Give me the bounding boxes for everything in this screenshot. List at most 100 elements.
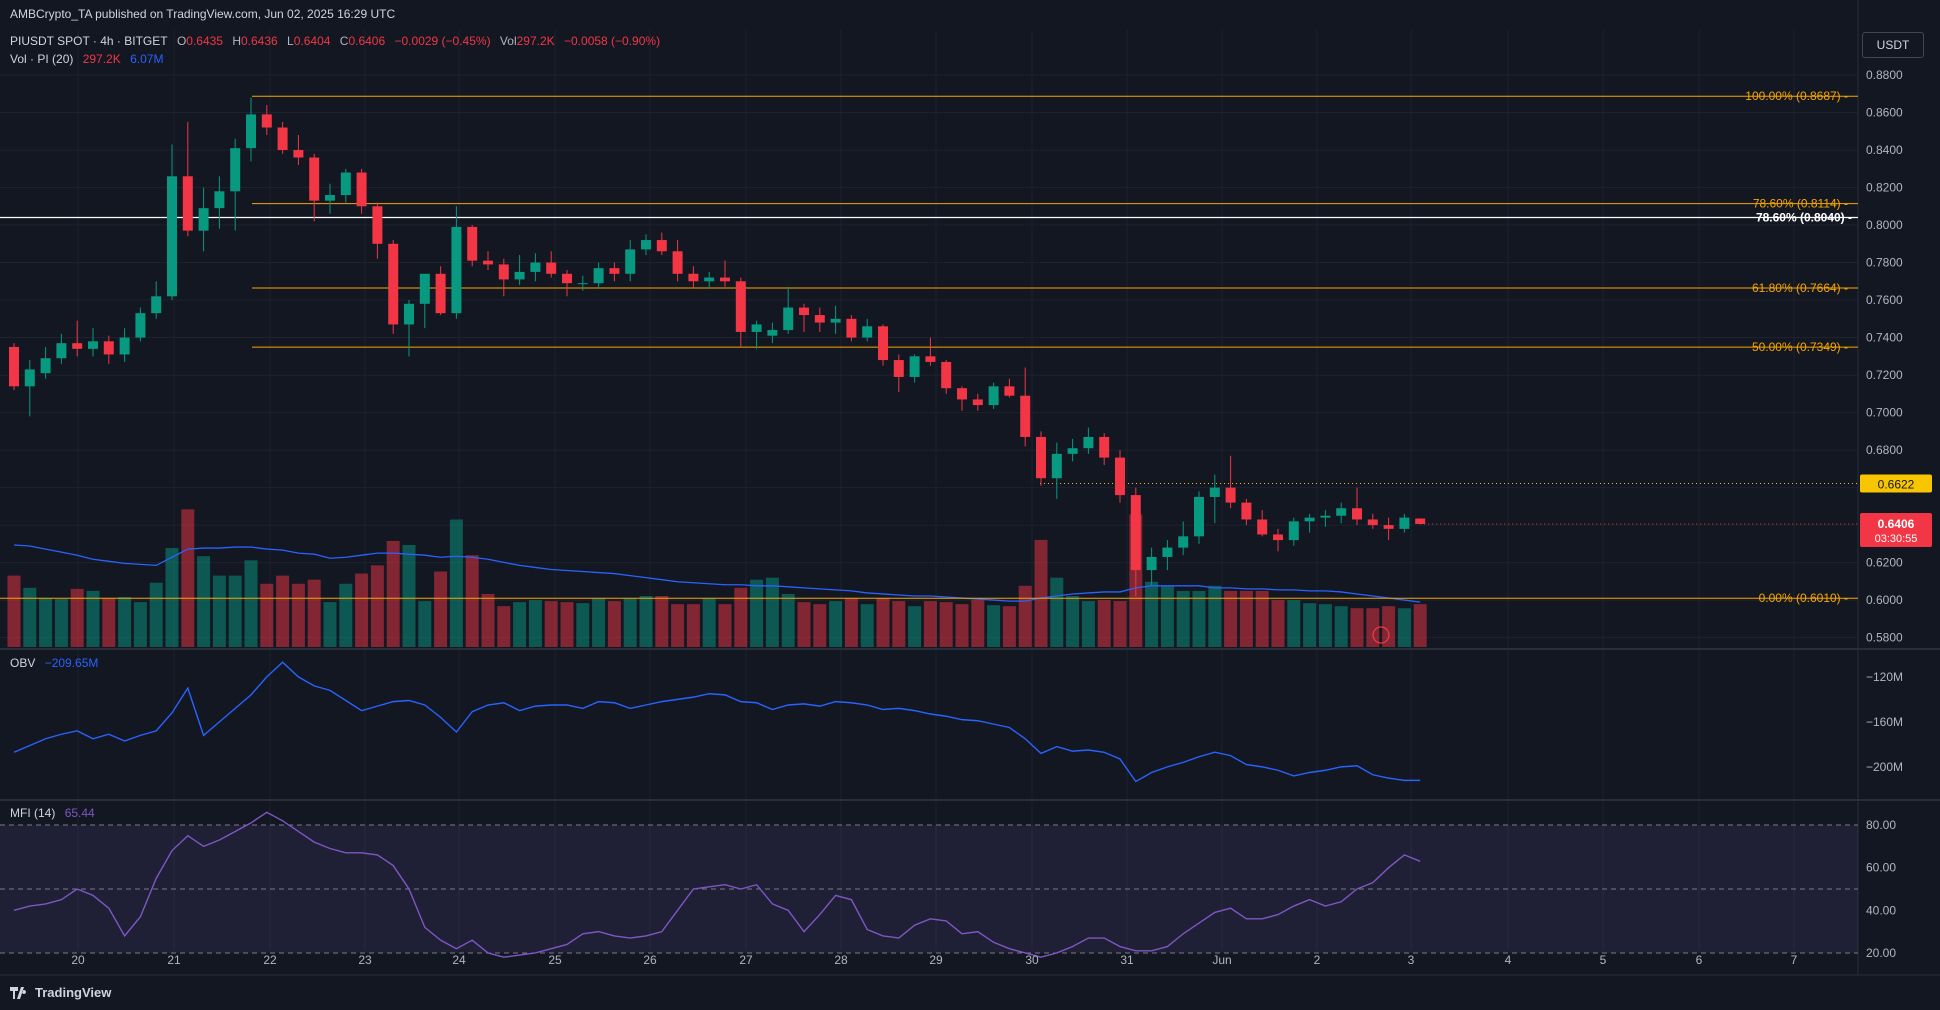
volume-bar xyxy=(1113,601,1127,647)
candle-body xyxy=(530,262,541,272)
candle-body xyxy=(830,318,841,323)
tradingview-logo[interactable]: TradingView xyxy=(10,985,111,1000)
volume-bar xyxy=(1066,596,1080,647)
vol-change: −0.0058 (−0.90%) xyxy=(564,34,661,48)
time-tick-label: 20 xyxy=(71,953,85,967)
volume-legend: Vol · PI (20) 297.2K 6.07M xyxy=(10,52,163,66)
time-tick-label: 25 xyxy=(548,953,562,967)
volume-bar xyxy=(212,575,226,647)
volume-bar xyxy=(844,598,858,647)
candle-body xyxy=(562,273,572,284)
volume-bar xyxy=(876,598,890,647)
volume-bar xyxy=(892,601,906,647)
volume-bar xyxy=(781,593,795,647)
volume-bar xyxy=(1334,606,1348,647)
candle-body xyxy=(972,399,983,406)
volume-bar xyxy=(102,598,116,647)
candle-body xyxy=(720,277,730,282)
candle-body xyxy=(293,150,304,158)
candle-body xyxy=(198,208,209,231)
mfi-legend: MFI (14) 65.44 xyxy=(10,806,95,820)
high-value: 0.6436 xyxy=(241,34,278,48)
candle-body xyxy=(277,127,288,151)
volume-bar xyxy=(197,556,211,647)
candle-body xyxy=(814,315,825,323)
volume-bar xyxy=(323,602,337,647)
obv-tick-label: −160M xyxy=(1866,715,1903,729)
time-tick-label: 22 xyxy=(263,953,277,967)
price-tick-label: 0.8000 xyxy=(1866,218,1903,232)
candle-body xyxy=(1083,436,1094,449)
volume-bar xyxy=(702,598,716,647)
candle-body xyxy=(119,337,130,355)
time-tick-label: 24 xyxy=(452,953,466,967)
fib-retracement: 100.00% (0.8687) - 78.60% (0.8114) - 61.80… xyxy=(0,89,1858,605)
volume-bar xyxy=(1050,577,1064,647)
candle-body xyxy=(483,260,493,265)
symbol-legend: PIUSDT SPOT · 4h · BITGET O0.6435 H0.643… xyxy=(10,34,660,48)
candle-body xyxy=(372,206,383,244)
volume-bar xyxy=(987,605,1001,647)
price-tick-label: 0.8600 xyxy=(1866,106,1903,120)
volume-bar xyxy=(1160,585,1174,647)
volume-ma-value: 6.07M xyxy=(130,52,164,66)
volume-bar xyxy=(1002,606,1016,647)
candle-body xyxy=(214,191,225,209)
volume-indicator-name[interactable]: Vol · PI (20) xyxy=(10,52,74,66)
candle-body xyxy=(1415,518,1426,524)
volume-bar xyxy=(1018,585,1032,647)
price-change: −0.0029 (−0.45%) xyxy=(394,34,491,48)
mfi-tick-label: 80.00 xyxy=(1866,818,1896,832)
obv-name[interactable]: OBV xyxy=(10,656,36,670)
volume-bar xyxy=(54,599,68,647)
volume-bar xyxy=(923,601,937,647)
volume-bar xyxy=(750,579,764,647)
candle-body xyxy=(435,273,446,314)
candle-body xyxy=(546,262,557,274)
price-tick-label: 0.7000 xyxy=(1866,406,1903,420)
candle-body xyxy=(593,268,604,284)
candle-body xyxy=(656,240,667,252)
candle-body xyxy=(1225,487,1236,503)
volume-bar xyxy=(813,604,827,647)
time-tick-label: 23 xyxy=(358,953,372,967)
volume-bar xyxy=(70,588,84,647)
time-tick-label: 29 xyxy=(929,953,943,967)
price-tick-label: 0.6200 xyxy=(1866,556,1903,570)
symbol-name[interactable]: PIUSDT SPOT · 4h · BITGET xyxy=(10,34,168,48)
candle-body xyxy=(467,226,478,261)
candle-body xyxy=(1115,457,1125,496)
candle-body xyxy=(767,330,778,336)
obv-tick-label: −120M xyxy=(1866,670,1903,684)
volume-bar xyxy=(513,602,527,647)
candle-body xyxy=(151,296,162,314)
volume-bar xyxy=(860,604,874,647)
candle-body xyxy=(1051,453,1062,479)
low-value: 0.6404 xyxy=(293,34,331,48)
candle-body xyxy=(514,271,525,280)
candle-body xyxy=(957,388,967,400)
published-caption: AMBCrypto_TA published on TradingView.co… xyxy=(10,7,395,21)
candles xyxy=(9,97,1426,597)
volume-bar xyxy=(244,560,258,647)
mfi-tick-label: 40.00 xyxy=(1866,903,1896,917)
obv-legend: OBV −209.65M xyxy=(10,656,98,670)
time-tick-label: 28 xyxy=(834,953,848,967)
mfi-name[interactable]: MFI (14) xyxy=(10,806,56,820)
volume-bar xyxy=(1145,581,1159,647)
volume-bar xyxy=(1303,603,1317,647)
volume-bar xyxy=(23,587,37,647)
mfi-value: 65.44 xyxy=(64,806,95,820)
candle-body xyxy=(309,157,320,201)
open-label: O xyxy=(176,34,187,48)
candle-body xyxy=(878,326,888,361)
current-price-text: 0.6406 xyxy=(1878,517,1915,531)
candle-countdown-text: 03:30:55 xyxy=(1875,533,1918,545)
volume-bar xyxy=(449,519,463,647)
candle-body xyxy=(230,148,241,192)
volume-bar xyxy=(497,606,511,647)
currency-unit-button[interactable]: USDT xyxy=(1862,32,1924,58)
time-tick-label: 31 xyxy=(1120,953,1134,967)
candle-body xyxy=(988,386,999,406)
